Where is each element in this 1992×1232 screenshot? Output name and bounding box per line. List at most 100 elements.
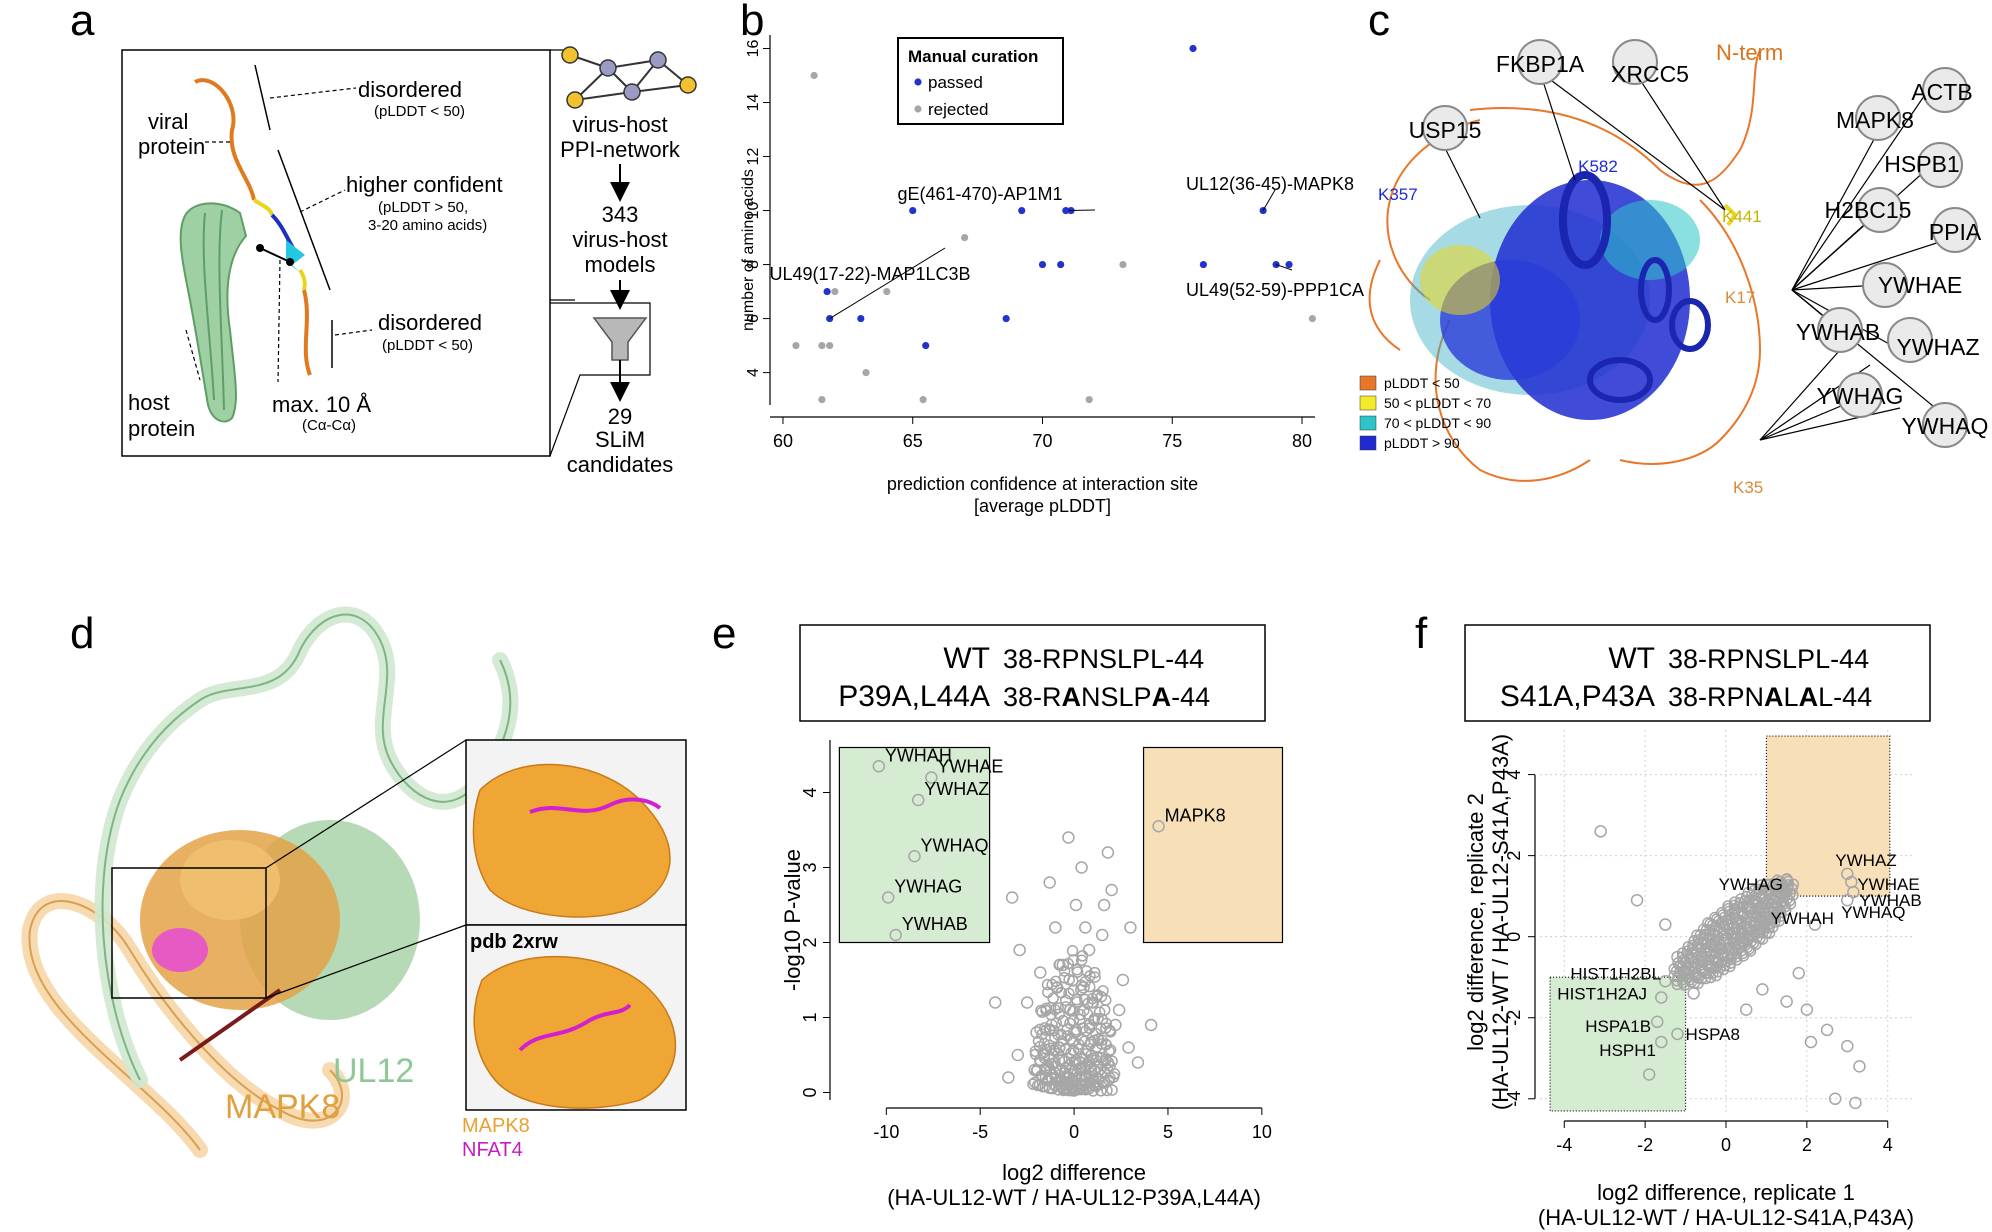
label-viral-1: viral xyxy=(148,109,188,134)
protein-label-YWHAZ: YWHAZ xyxy=(1896,334,1979,360)
chart-f-xtick-label: 2 xyxy=(1802,1135,1812,1155)
panel-c: c xyxy=(1359,0,1989,497)
label-max-dist-sub: (Cα-Cα) xyxy=(302,417,356,434)
chart-b-annotation-leader xyxy=(829,247,946,320)
chart-f-highlight-label: HIST1H2BL xyxy=(1570,964,1661,983)
chart-f-ytick-label: 0 xyxy=(1504,932,1524,942)
chart-f-point xyxy=(1704,971,1717,984)
chart-e-xtick-label: 5 xyxy=(1163,1122,1173,1142)
chart-b-ytick-label: 14 xyxy=(745,94,762,112)
chart-e-point xyxy=(1027,1078,1039,1090)
chart-f-point xyxy=(1728,903,1741,915)
chart-f-highlight-point xyxy=(1776,893,1789,907)
chart-f-point xyxy=(1760,927,1773,939)
chart-b-point-passed xyxy=(1038,260,1047,269)
legend-mapk8: MAPK8 xyxy=(462,1115,530,1137)
chart-f-highlight-label: YWHAH xyxy=(1771,909,1834,928)
chart-e-point xyxy=(1144,1018,1158,1032)
chart-e-highlight-point xyxy=(872,760,886,773)
chart-e-point xyxy=(1075,861,1088,874)
chart-f-point xyxy=(1725,953,1737,966)
chart-f-highlight-label: YWHAZ xyxy=(1835,851,1896,870)
protein-label-MAPK8: MAPK8 xyxy=(1836,107,1914,133)
label-disordered-bottom-sub: (pLDDT < 50) xyxy=(382,337,473,354)
chart-f-highlight-label: HSPA1B xyxy=(1585,1017,1651,1036)
chart-f-point xyxy=(1630,893,1644,907)
chart-e-point xyxy=(1101,1056,1115,1069)
protein-label-ACTB: ACTB xyxy=(1911,79,1972,105)
chart-f-point xyxy=(1808,918,1822,931)
chart-e-point xyxy=(1030,1026,1043,1039)
chart-f-point xyxy=(1709,911,1721,924)
chart-f-xlabel2: (HA-UL12-WT / HA-UL12-S41A,P43A) xyxy=(1538,1205,1914,1230)
chart-b-legend-title: Manual curation xyxy=(908,47,1038,66)
protein-label-PPIA: PPIA xyxy=(1929,219,1982,245)
chart-e-point xyxy=(1028,1063,1041,1077)
chart-e: 0 1 2 3 4 -10 -5 0 5 10 -log10 P-value log2 differe… xyxy=(780,740,1284,1210)
chart-f-highlight-box xyxy=(1549,976,1687,1112)
chart-e-point xyxy=(1045,1018,1058,1032)
chart-b-legend-marker xyxy=(914,78,922,86)
inset-top-peptide xyxy=(529,797,662,814)
chart-e-ylabel: -log10 P-value xyxy=(780,849,805,991)
chart-e-point xyxy=(1086,996,1100,1009)
chart-e-highlight-label: YWHAQ xyxy=(920,835,988,855)
chart-e-highlight-point xyxy=(908,850,921,863)
label-disordered-bottom: disordered xyxy=(378,310,482,335)
chart-f-point xyxy=(1849,1096,1862,1110)
flow-text-6: 29 xyxy=(608,404,632,429)
plddt-legend: pLDDT < 50 50 < pLDDT < 70 70 < pLDDT < … xyxy=(1359,375,1491,451)
panel-d-structure xyxy=(21,606,519,1158)
chart-e-point xyxy=(1057,1014,1069,1027)
protein-label-XRCC5: XRCC5 xyxy=(1611,61,1689,87)
chart-e-point xyxy=(1077,981,1090,994)
panel-d-zoom-line-2 xyxy=(265,924,467,999)
protein-label-YWHAQ: YWHAQ xyxy=(1902,413,1989,439)
chart-b-point-rejected xyxy=(818,341,826,350)
flow-text-7: SLiM xyxy=(595,427,645,452)
label-mapk8: MAPK8 xyxy=(225,1088,340,1126)
flow-text-3: 343 xyxy=(602,202,639,227)
chart-f-xtick-label: 0 xyxy=(1721,1135,1731,1155)
chart-b-xtick-label: 80 xyxy=(1292,431,1312,451)
chart-f-point xyxy=(1820,1023,1834,1037)
chart-e-point xyxy=(1093,1006,1106,1018)
panel-c-partners xyxy=(1422,39,1978,448)
chart-f-point xyxy=(1692,977,1704,990)
chart-e-point xyxy=(1082,943,1096,957)
chart-b-xtick-label: 60 xyxy=(773,431,793,451)
label-disordered-top-sub: (pLDDT < 50) xyxy=(374,103,465,120)
site-label-K17: K17 xyxy=(1725,288,1755,307)
chart-e-point xyxy=(1005,891,1019,904)
chart-f-point xyxy=(1728,899,1741,912)
chart-b-annotation: UL49(17-22)-MAP1LC3B xyxy=(769,264,970,284)
chart-b-xlabel: prediction confidence at interaction sit… xyxy=(887,474,1198,494)
panel-e-mut-seq: 38-RANSLPA-44 xyxy=(1003,682,1210,712)
chart-b-ytick-label: 10 xyxy=(745,202,762,220)
inset-bottom-surface xyxy=(473,955,677,1109)
chart-e-point xyxy=(1106,1084,1118,1096)
panel-e-mut-label: P39A,L44A xyxy=(838,680,990,713)
chart-e-highlight-box xyxy=(838,746,991,944)
chart-f-highlight-label: YWHAG xyxy=(1719,875,1783,894)
chart-f-highlight-label: HSPA8 xyxy=(1685,1025,1740,1044)
network-icon xyxy=(561,46,697,109)
panel-d-zoom-box xyxy=(111,867,267,999)
chart-e-ytick-label: 2 xyxy=(800,937,820,947)
flow-text-8: candidates xyxy=(567,452,673,477)
site-label-K582: K582 xyxy=(1578,157,1618,176)
chart-b-point-rejected xyxy=(1308,314,1317,323)
chart-f-point xyxy=(1755,879,1768,891)
panel-a-frame xyxy=(121,49,551,457)
chart-e-point xyxy=(1104,1044,1117,1056)
inset-bottom-peptide xyxy=(518,1003,632,1052)
legend-nfat4: NFAT4 xyxy=(462,1139,523,1161)
chart-b-point-rejected xyxy=(810,71,818,80)
chart-f-point xyxy=(1688,934,1700,947)
chart-b-legend-label: passed xyxy=(928,73,983,92)
chart-e-point xyxy=(1050,981,1064,994)
chart-f-point xyxy=(1756,933,1769,945)
chart-f-point xyxy=(1671,978,1683,991)
chart-e-point xyxy=(1034,1023,1046,1036)
chart-e-highlight-point xyxy=(1152,820,1165,833)
